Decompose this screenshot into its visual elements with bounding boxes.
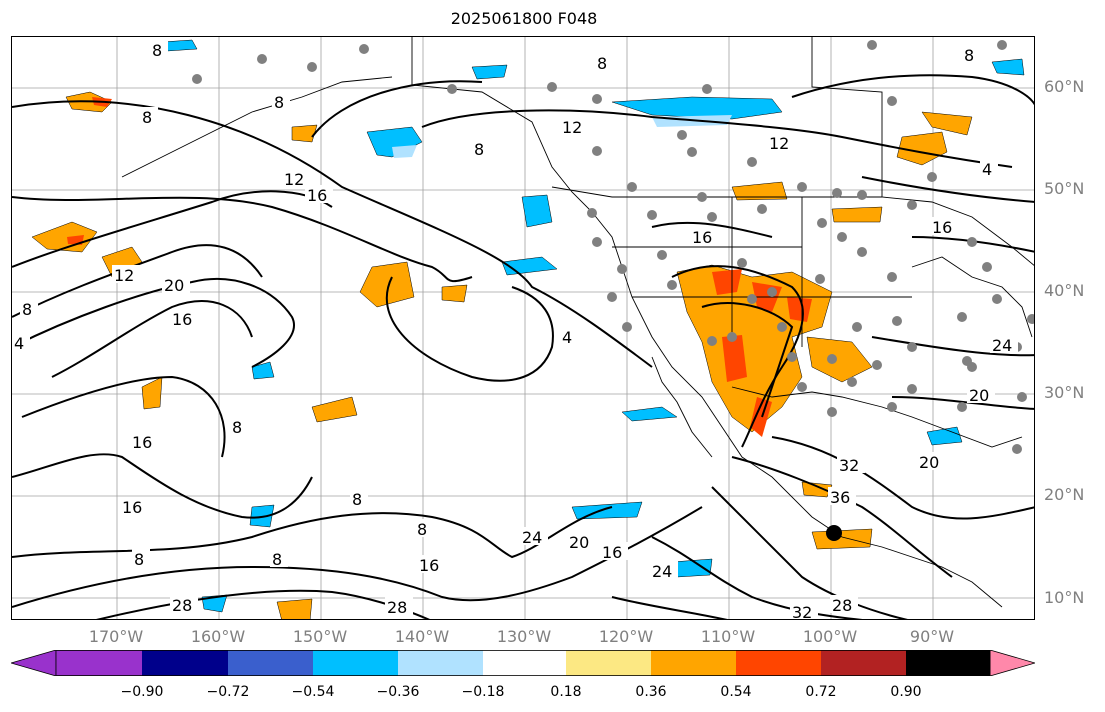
- lat-label-10n: 10°N: [1044, 588, 1085, 607]
- contour-label: 32: [792, 603, 812, 620]
- colorbar-segment: [651, 650, 736, 676]
- colorbar: [11, 650, 1035, 676]
- contour-label: 16: [307, 186, 327, 205]
- contour-label: 8: [142, 108, 152, 127]
- contour-label: 20: [969, 386, 989, 405]
- contour-label: 8: [964, 46, 974, 65]
- contour-label: 8: [474, 140, 484, 159]
- colorbar-tick-label: 0.54: [720, 684, 752, 700]
- contour-label: 24: [992, 336, 1012, 355]
- contour-label: 16: [132, 433, 152, 452]
- colorbar-tick-label: −0.90: [120, 684, 164, 700]
- colorbar-segment: [736, 650, 821, 676]
- colorbar-tick-label: −0.36: [376, 684, 420, 700]
- contour-label: 8: [152, 41, 162, 60]
- colorbar-segment: [483, 650, 566, 676]
- colorbar-extend-high: [989, 650, 1035, 676]
- lat-label-20n: 20°N: [1044, 485, 1085, 504]
- contour-label: 16: [122, 498, 142, 517]
- lat-label-60n: 60°N: [1044, 77, 1085, 96]
- lon-label-90w: 90°W: [909, 627, 955, 646]
- contour-label: 8: [352, 490, 362, 509]
- lon-label-110w: 110°W: [700, 627, 756, 646]
- lat-label-40n: 40°N: [1044, 281, 1085, 300]
- lat-label-30n: 30°N: [1044, 383, 1085, 402]
- contour-label: 8: [272, 550, 282, 569]
- contour-label: 36: [830, 488, 850, 507]
- contour-label: 4: [14, 334, 24, 353]
- contour-label: 24: [522, 528, 542, 547]
- contour-label: 8: [274, 93, 284, 112]
- colorbar-tick-label: 0.18: [550, 684, 582, 700]
- colorbar-tick-label: 0.90: [890, 684, 922, 700]
- lon-label-150w: 150°W: [292, 627, 348, 646]
- contour-label: 12: [284, 170, 304, 189]
- contour-label: 20: [569, 533, 589, 552]
- colorbar-segment: [56, 650, 142, 676]
- lon-label-120w: 120°W: [598, 627, 654, 646]
- contour-label: 4: [562, 328, 572, 347]
- contour-label: 8: [232, 418, 242, 437]
- plot-title: 2025061800 F048: [450, 9, 598, 28]
- contour-lines: [12, 74, 1034, 619]
- lat-label-50n: 50°N: [1044, 179, 1085, 198]
- colorbar-tick-label: −0.18: [461, 684, 505, 700]
- lon-label-140w: 140°W: [394, 627, 450, 646]
- contour-label: 8: [417, 520, 427, 539]
- colorbar-segment: [566, 650, 651, 676]
- map-panel: 8 12 12 16 20 16 8 4 4 16 16 4 8: [11, 36, 1035, 620]
- contour-label: 12: [562, 118, 582, 137]
- contour-label: 32: [839, 456, 859, 475]
- contour-label: 16: [602, 543, 622, 562]
- contour-label: 28: [387, 598, 407, 617]
- map-canvas: 8 12 12 16 20 16 8 4 4 16 16 4 8: [12, 37, 1034, 620]
- contour-label: 16: [172, 310, 192, 329]
- colorbar-extend-low: [11, 650, 57, 676]
- colorbar-segment: [142, 650, 228, 676]
- lon-label-100w: 100°W: [802, 627, 858, 646]
- contour-label: 20: [164, 276, 184, 295]
- station-markers: [192, 40, 1034, 454]
- contour-label: 24: [652, 562, 672, 581]
- lon-label-130w: 130°W: [496, 627, 552, 646]
- contour-label: 8: [134, 550, 144, 569]
- lon-label-160w: 160°W: [190, 627, 246, 646]
- contour-label: 16: [419, 556, 439, 575]
- contour-label: 16: [932, 218, 952, 237]
- colorbar-tick-label: 0.72: [805, 684, 837, 700]
- contour-label: 8: [22, 300, 32, 319]
- colorbar-segment: [821, 650, 906, 676]
- colorbar-segment: [228, 650, 313, 676]
- contour-label: 20: [919, 453, 939, 472]
- contour-label: 4: [982, 160, 992, 179]
- colorbar-segment: [398, 650, 483, 676]
- contour-label: 16: [692, 228, 712, 247]
- contour-label: 8: [597, 54, 607, 73]
- colorbar-tick-label: 0.36: [635, 684, 667, 700]
- contour-label: 12: [114, 266, 134, 285]
- lon-label-170w: 170°W: [88, 627, 144, 646]
- contour-label: 28: [832, 596, 852, 615]
- colorbar-segment: [313, 650, 398, 676]
- contour-label: 28: [172, 596, 192, 615]
- colorbar-tick-label: −0.72: [206, 684, 250, 700]
- colorbar-tick-label: −0.54: [291, 684, 335, 700]
- contour-label-group: 8 12 12 16 20 16 8 4 4 16 16 4 8: [12, 40, 1018, 620]
- colorbar-segment: [906, 650, 990, 676]
- contour-label: 12: [769, 134, 789, 153]
- storm-center-marker: [826, 525, 842, 541]
